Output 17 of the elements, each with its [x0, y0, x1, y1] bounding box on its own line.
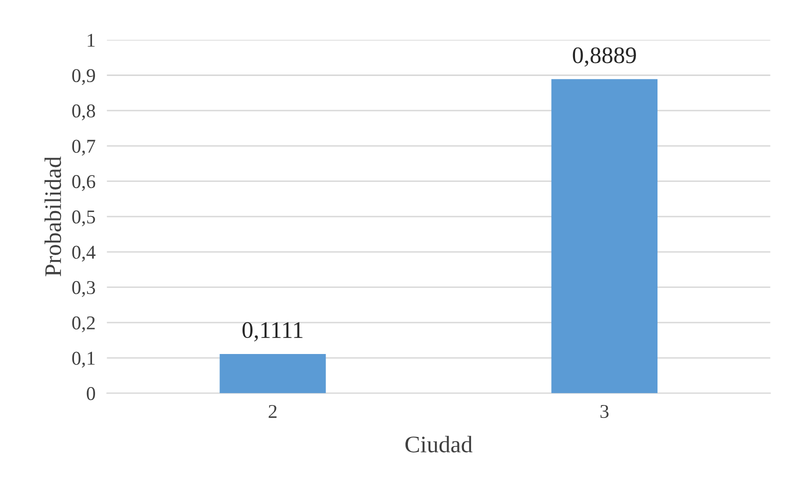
y-tick-label: 0,7 [72, 140, 96, 156]
x-tick-label: 3 [600, 404, 609, 418]
y-tick-label: 0,5 [72, 210, 96, 226]
y-tick-label: 0 [86, 387, 96, 400]
y-tick-label: 0,3 [72, 281, 96, 297]
text: 0,1111 [242, 322, 302, 342]
x-axis-title: Ciudad [405, 436, 472, 452]
text: 0,8889 [572, 47, 636, 67]
y-axis-title: Probabilidad [44, 156, 62, 276]
y-tick-label: 0,8 [72, 104, 96, 120]
y-tick-label: 0,6 [72, 175, 96, 191]
y-tick-label: 1 [88, 34, 95, 47]
y-tick-label: 0,2 [72, 316, 95, 332]
x-tick-label: 2 [268, 404, 277, 418]
y-tick-label: 0,1 [72, 352, 95, 368]
y-tick-label: 0,4 [72, 246, 96, 262]
y-tick-label: 0,9 [72, 69, 95, 85]
